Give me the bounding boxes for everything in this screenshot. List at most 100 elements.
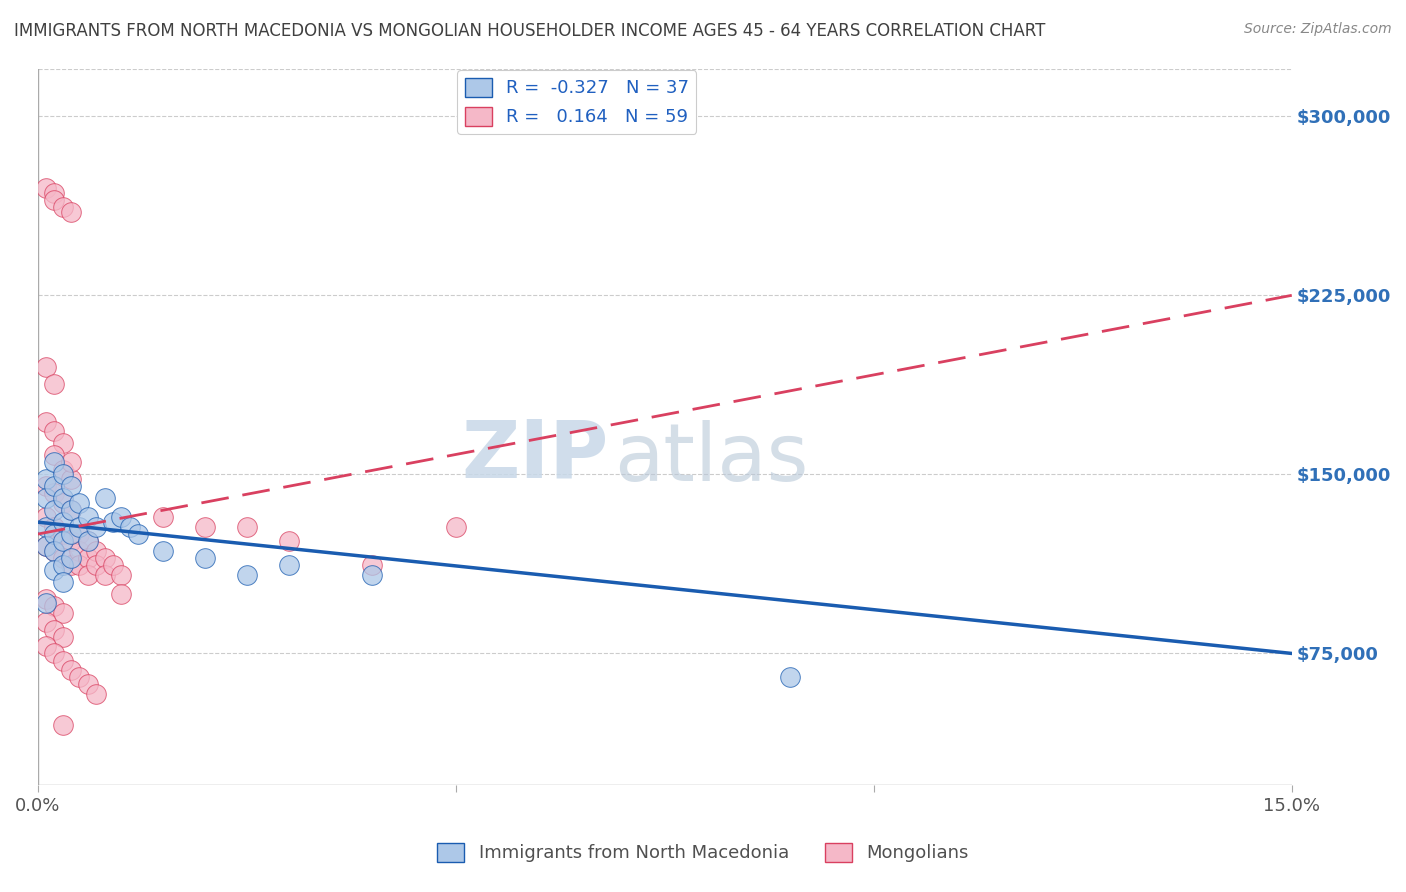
Point [35, 640, 58, 654]
Point [110, 510, 132, 524]
Point [76, 534, 98, 549]
Point [35, 491, 58, 506]
Point [110, 567, 132, 582]
Point [44, 543, 66, 558]
Point [235, 567, 257, 582]
Point [60, 479, 83, 493]
Point [35, 520, 58, 534]
Point [35, 479, 58, 493]
Point [35, 539, 58, 553]
Point [779, 670, 801, 684]
Point [152, 510, 174, 524]
Point [277, 558, 299, 573]
Point [101, 558, 124, 573]
Point [52, 527, 75, 541]
Point [52, 574, 75, 589]
Point [52, 436, 75, 450]
Point [60, 503, 83, 517]
Point [76, 551, 98, 566]
Point [84, 687, 107, 701]
Text: IMMIGRANTS FROM NORTH MACEDONIA VS MONGOLIAN HOUSEHOLDER INCOME AGES 45 - 64 YEA: IMMIGRANTS FROM NORTH MACEDONIA VS MONGO… [14, 22, 1046, 40]
Point [194, 520, 217, 534]
Text: Source: ZipAtlas.com: Source: ZipAtlas.com [1244, 22, 1392, 37]
Point [52, 534, 75, 549]
Point [52, 606, 75, 620]
Point [60, 204, 83, 219]
Point [152, 543, 174, 558]
Point [127, 527, 149, 541]
Text: atlas: atlas [614, 420, 808, 498]
Point [277, 534, 299, 549]
Point [84, 558, 107, 573]
Point [44, 455, 66, 469]
Point [44, 376, 66, 391]
Point [35, 539, 58, 553]
Point [52, 462, 75, 476]
Point [69, 527, 91, 541]
Point [44, 193, 66, 207]
Point [361, 567, 384, 582]
Point [52, 200, 75, 214]
Point [35, 415, 58, 429]
Point [60, 472, 83, 486]
Point [44, 503, 66, 517]
Point [76, 510, 98, 524]
Point [44, 623, 66, 637]
Legend: R =  -0.327   N = 37, R =   0.164   N = 59: R = -0.327 N = 37, R = 0.164 N = 59 [457, 70, 696, 134]
Point [118, 520, 141, 534]
Point [110, 587, 132, 601]
Point [69, 558, 91, 573]
Point [361, 558, 384, 573]
Point [35, 472, 58, 486]
Point [69, 670, 91, 684]
Point [60, 527, 83, 541]
Point [69, 543, 91, 558]
Point [35, 591, 58, 606]
Point [60, 534, 83, 549]
Point [444, 520, 467, 534]
Point [60, 455, 83, 469]
Point [44, 563, 66, 577]
Point [76, 567, 98, 582]
Point [93, 551, 115, 566]
Point [52, 491, 75, 506]
Point [84, 543, 107, 558]
Point [52, 496, 75, 510]
Point [44, 520, 66, 534]
Point [101, 515, 124, 529]
Point [69, 496, 91, 510]
Point [52, 558, 75, 573]
Point [44, 599, 66, 613]
Point [60, 551, 83, 566]
Point [44, 425, 66, 439]
Point [194, 551, 217, 566]
Point [44, 479, 66, 493]
Point [69, 520, 91, 534]
Point [235, 520, 257, 534]
Point [93, 491, 115, 506]
Point [44, 448, 66, 462]
Text: ZIP: ZIP [461, 417, 609, 494]
Point [44, 543, 66, 558]
Point [52, 467, 75, 482]
Point [52, 718, 75, 732]
Point [35, 596, 58, 610]
Point [52, 515, 75, 529]
Point [76, 677, 98, 691]
Point [52, 630, 75, 644]
Point [44, 486, 66, 500]
Point [35, 615, 58, 630]
Point [60, 663, 83, 677]
Point [60, 558, 83, 573]
Point [35, 510, 58, 524]
Legend: Immigrants from North Macedonia, Mongolians: Immigrants from North Macedonia, Mongoli… [430, 836, 976, 870]
Point [44, 527, 66, 541]
Point [35, 181, 58, 195]
Point [35, 359, 58, 374]
Point [60, 503, 83, 517]
Point [52, 654, 75, 668]
Point [84, 520, 107, 534]
Point [44, 647, 66, 661]
Point [44, 186, 66, 200]
Point [52, 551, 75, 566]
